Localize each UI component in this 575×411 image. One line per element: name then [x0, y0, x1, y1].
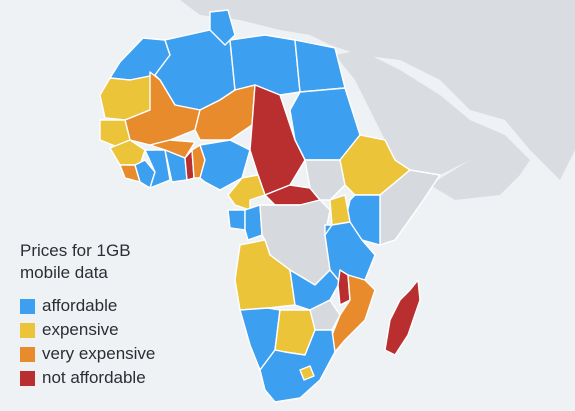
legend-swatch — [20, 370, 35, 386]
country-libya — [229, 34, 301, 96]
country-malawi — [337, 269, 351, 306]
region-arabia-east — [430, 160, 520, 200]
legend-title-line2: mobile data — [20, 263, 108, 282]
legend-title: Prices for 1GB mobile data — [20, 240, 155, 284]
region-arabia — [335, 50, 530, 175]
legend-swatch — [20, 322, 35, 338]
country-burkina-faso — [149, 139, 196, 159]
legend-label: expensive — [42, 320, 119, 339]
legend-label: very expensive — [42, 344, 156, 363]
country-egypt — [294, 39, 346, 93]
country-south-africa — [259, 329, 336, 403]
legend-label: affordable — [42, 296, 118, 315]
country-congo — [244, 204, 263, 241]
country-guinea — [109, 139, 146, 166]
country-lesotho — [299, 365, 315, 381]
legend-title-line1: Prices for 1GB — [20, 241, 131, 260]
country-zambia — [289, 269, 341, 311]
country-mozambique — [329, 274, 376, 353]
legend-label: not affordable — [42, 368, 146, 387]
legend-item-not-affordable: not affordable — [20, 366, 155, 390]
country-cote-divoire — [144, 149, 171, 189]
legend-swatch — [20, 298, 35, 314]
country-gabon — [227, 209, 246, 231]
country-uganda — [329, 194, 351, 226]
legend-item-affordable: affordable — [20, 294, 155, 318]
country-madagascar — [384, 279, 421, 356]
legend: Prices for 1GB mobile data affordable ex… — [20, 240, 155, 390]
legend-swatch — [20, 346, 35, 362]
legend-item-expensive: expensive — [20, 318, 155, 342]
country-nigeria — [199, 139, 251, 191]
legend-item-very-expensive: very expensive — [20, 342, 155, 366]
country-cameroon — [227, 174, 266, 211]
region-europe — [180, 0, 575, 180]
